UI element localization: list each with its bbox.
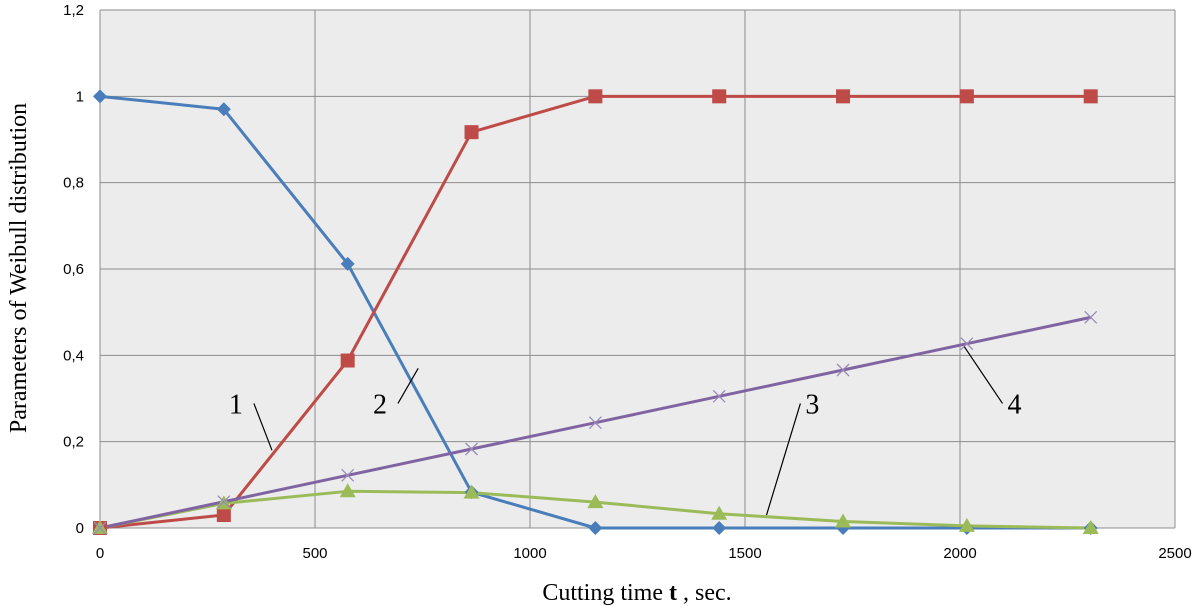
data-point-triangle [92,520,108,534]
callout-leader-1 [253,403,273,451]
y-tick-label: 0 [76,520,84,537]
y-tick-label: 1,2 [63,2,84,19]
x-tick-label: 1500 [728,545,761,562]
callout-label-1: 1 [229,389,243,420]
data-point-triangle [339,483,356,498]
x-tick-label: 2500 [1158,545,1191,562]
y-tick-label: 1 [76,88,84,105]
data-point-x [960,337,974,351]
x-tick-label: 500 [302,545,327,562]
series-group [92,89,1099,535]
data-point-x [465,442,478,456]
data-point-x [341,468,355,482]
data-point-square [836,89,851,104]
data-point-square [340,353,355,368]
data-point-x [836,363,850,377]
data-point-diamond [216,102,231,117]
callout-leader-4 [963,346,1003,404]
x-tick-label: 2000 [943,545,976,562]
series-markers-4 [93,310,1098,535]
series-markers-2 [93,89,1098,535]
data-point-square [464,125,479,140]
y-tick-label: 0,6 [63,261,84,278]
data-point-triangle [958,517,975,532]
callout-label-2: 2 [373,389,387,420]
series-markers-3 [92,483,1099,534]
data-point-x [1084,310,1098,324]
data-point-triangle [711,505,728,520]
y-tick-label: 0,8 [63,175,84,192]
data-point-square [959,89,974,104]
y-tick-label: 0,2 [63,434,84,451]
data-point-square [1083,89,1098,104]
data-point-square [216,508,231,523]
data-point-triangle [835,513,852,528]
data-point-triangle [463,484,480,499]
callout-label-4: 4 [1008,389,1022,420]
data-point-x [93,521,107,535]
data-point-square [712,89,727,104]
x-tick-label: 0 [96,545,104,562]
callout-label-3: 3 [805,389,819,420]
x-axis-ticks: 0 500 1000 1500 2000 2500 [96,545,1192,562]
data-point-triangle [1082,520,1099,534]
data-point-x [588,416,602,430]
x-axis-label-var: t [669,580,677,606]
data-point-diamond [588,521,603,535]
data-point-x [712,389,726,403]
x-axis-label: Cutting time t , sec. [542,580,731,606]
x-axis-label-prefix: Cutting time [542,580,669,606]
y-tick-label: 0,4 [63,347,84,364]
data-point-diamond [340,256,355,271]
callout-leader-2 [397,367,419,404]
data-point-x [217,495,231,509]
data-point-diamond [712,521,727,535]
callouts: 1 2 3 4 [229,346,1022,516]
x-axis-label-suffix: , sec. [677,580,732,606]
data-point-square [588,89,603,104]
data-point-triangle [587,494,604,509]
data-point-diamond [93,89,107,104]
y-axis-ticks: 0 0,2 0,4 0,6 0,8 1 1,2 [63,2,84,537]
callout-leader-3 [765,403,801,516]
y-axis-label: Parameters of Weibull distribution [6,103,32,433]
x-tick-label: 1000 [513,545,546,562]
